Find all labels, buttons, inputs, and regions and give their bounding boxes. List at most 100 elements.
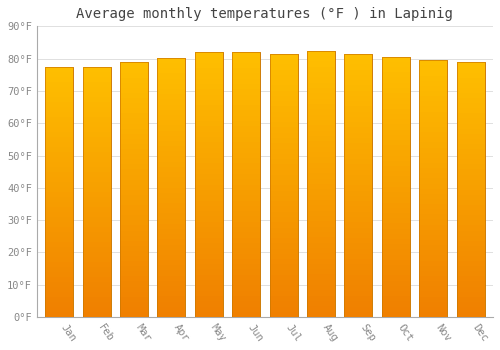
Bar [120, 154, 148, 159]
Bar [307, 51, 335, 317]
Bar [158, 110, 186, 115]
Bar [270, 280, 297, 286]
Bar [456, 276, 484, 281]
Bar [158, 131, 186, 136]
Bar [344, 307, 372, 312]
Bar [232, 126, 260, 132]
Bar [456, 195, 484, 200]
Bar [382, 77, 410, 83]
Bar [45, 237, 74, 242]
Bar [195, 147, 223, 153]
Bar [456, 78, 484, 83]
Bar [45, 192, 74, 197]
Bar [120, 256, 148, 261]
Bar [344, 217, 372, 222]
Bar [456, 312, 484, 317]
Bar [419, 163, 447, 168]
Bar [232, 222, 260, 227]
Bar [195, 195, 223, 201]
Bar [456, 231, 484, 236]
Bar [45, 142, 74, 147]
Bar [232, 116, 260, 121]
Bar [270, 75, 297, 80]
Bar [270, 59, 297, 64]
Bar [307, 296, 335, 301]
Bar [232, 100, 260, 105]
Bar [120, 236, 148, 241]
Bar [120, 251, 148, 256]
Bar [307, 280, 335, 285]
Bar [456, 175, 484, 180]
Bar [382, 307, 410, 312]
Bar [232, 190, 260, 195]
Bar [382, 98, 410, 104]
Bar [344, 85, 372, 91]
Bar [456, 134, 484, 139]
Bar [419, 292, 447, 296]
Bar [419, 60, 447, 317]
Bar [232, 110, 260, 116]
Bar [270, 301, 297, 307]
Bar [232, 174, 260, 179]
Bar [456, 281, 484, 287]
Bar [158, 105, 186, 110]
Bar [120, 302, 148, 307]
Bar [158, 146, 186, 151]
Bar [195, 211, 223, 216]
Bar [307, 221, 335, 226]
Bar [270, 175, 297, 180]
Bar [232, 227, 260, 232]
Bar [232, 142, 260, 147]
Bar [158, 239, 186, 245]
Bar [82, 147, 110, 152]
Bar [270, 248, 297, 254]
Bar [419, 96, 447, 101]
Bar [419, 132, 447, 137]
Bar [307, 189, 335, 195]
Bar [120, 220, 148, 225]
Bar [382, 140, 410, 145]
Bar [456, 236, 484, 241]
Bar [232, 296, 260, 301]
Bar [456, 261, 484, 266]
Bar [270, 148, 297, 154]
Bar [82, 92, 110, 97]
Bar [344, 270, 372, 275]
Bar [45, 132, 74, 137]
Bar [382, 135, 410, 140]
Bar [158, 94, 186, 99]
Bar [45, 297, 74, 302]
Bar [270, 143, 297, 148]
Bar [195, 121, 223, 126]
Bar [45, 282, 74, 287]
Bar [232, 132, 260, 137]
Bar [195, 68, 223, 74]
Bar [307, 115, 335, 120]
Bar [120, 62, 148, 317]
Bar [232, 68, 260, 74]
Bar [195, 206, 223, 211]
Bar [195, 275, 223, 280]
Bar [270, 112, 297, 117]
Bar [270, 159, 297, 164]
Bar [82, 297, 110, 302]
Bar [270, 217, 297, 222]
Bar [158, 203, 186, 208]
Bar [158, 198, 186, 203]
Bar [45, 122, 74, 127]
Bar [419, 204, 447, 209]
Bar [307, 184, 335, 189]
Bar [456, 159, 484, 164]
Bar [82, 182, 110, 187]
Bar [120, 73, 148, 78]
Bar [456, 215, 484, 220]
Bar [307, 226, 335, 232]
Bar [456, 62, 484, 317]
Bar [307, 312, 335, 317]
Bar [419, 240, 447, 245]
Bar [419, 101, 447, 106]
Bar [270, 91, 297, 96]
Bar [270, 186, 297, 191]
Bar [344, 59, 372, 64]
Bar [120, 266, 148, 271]
